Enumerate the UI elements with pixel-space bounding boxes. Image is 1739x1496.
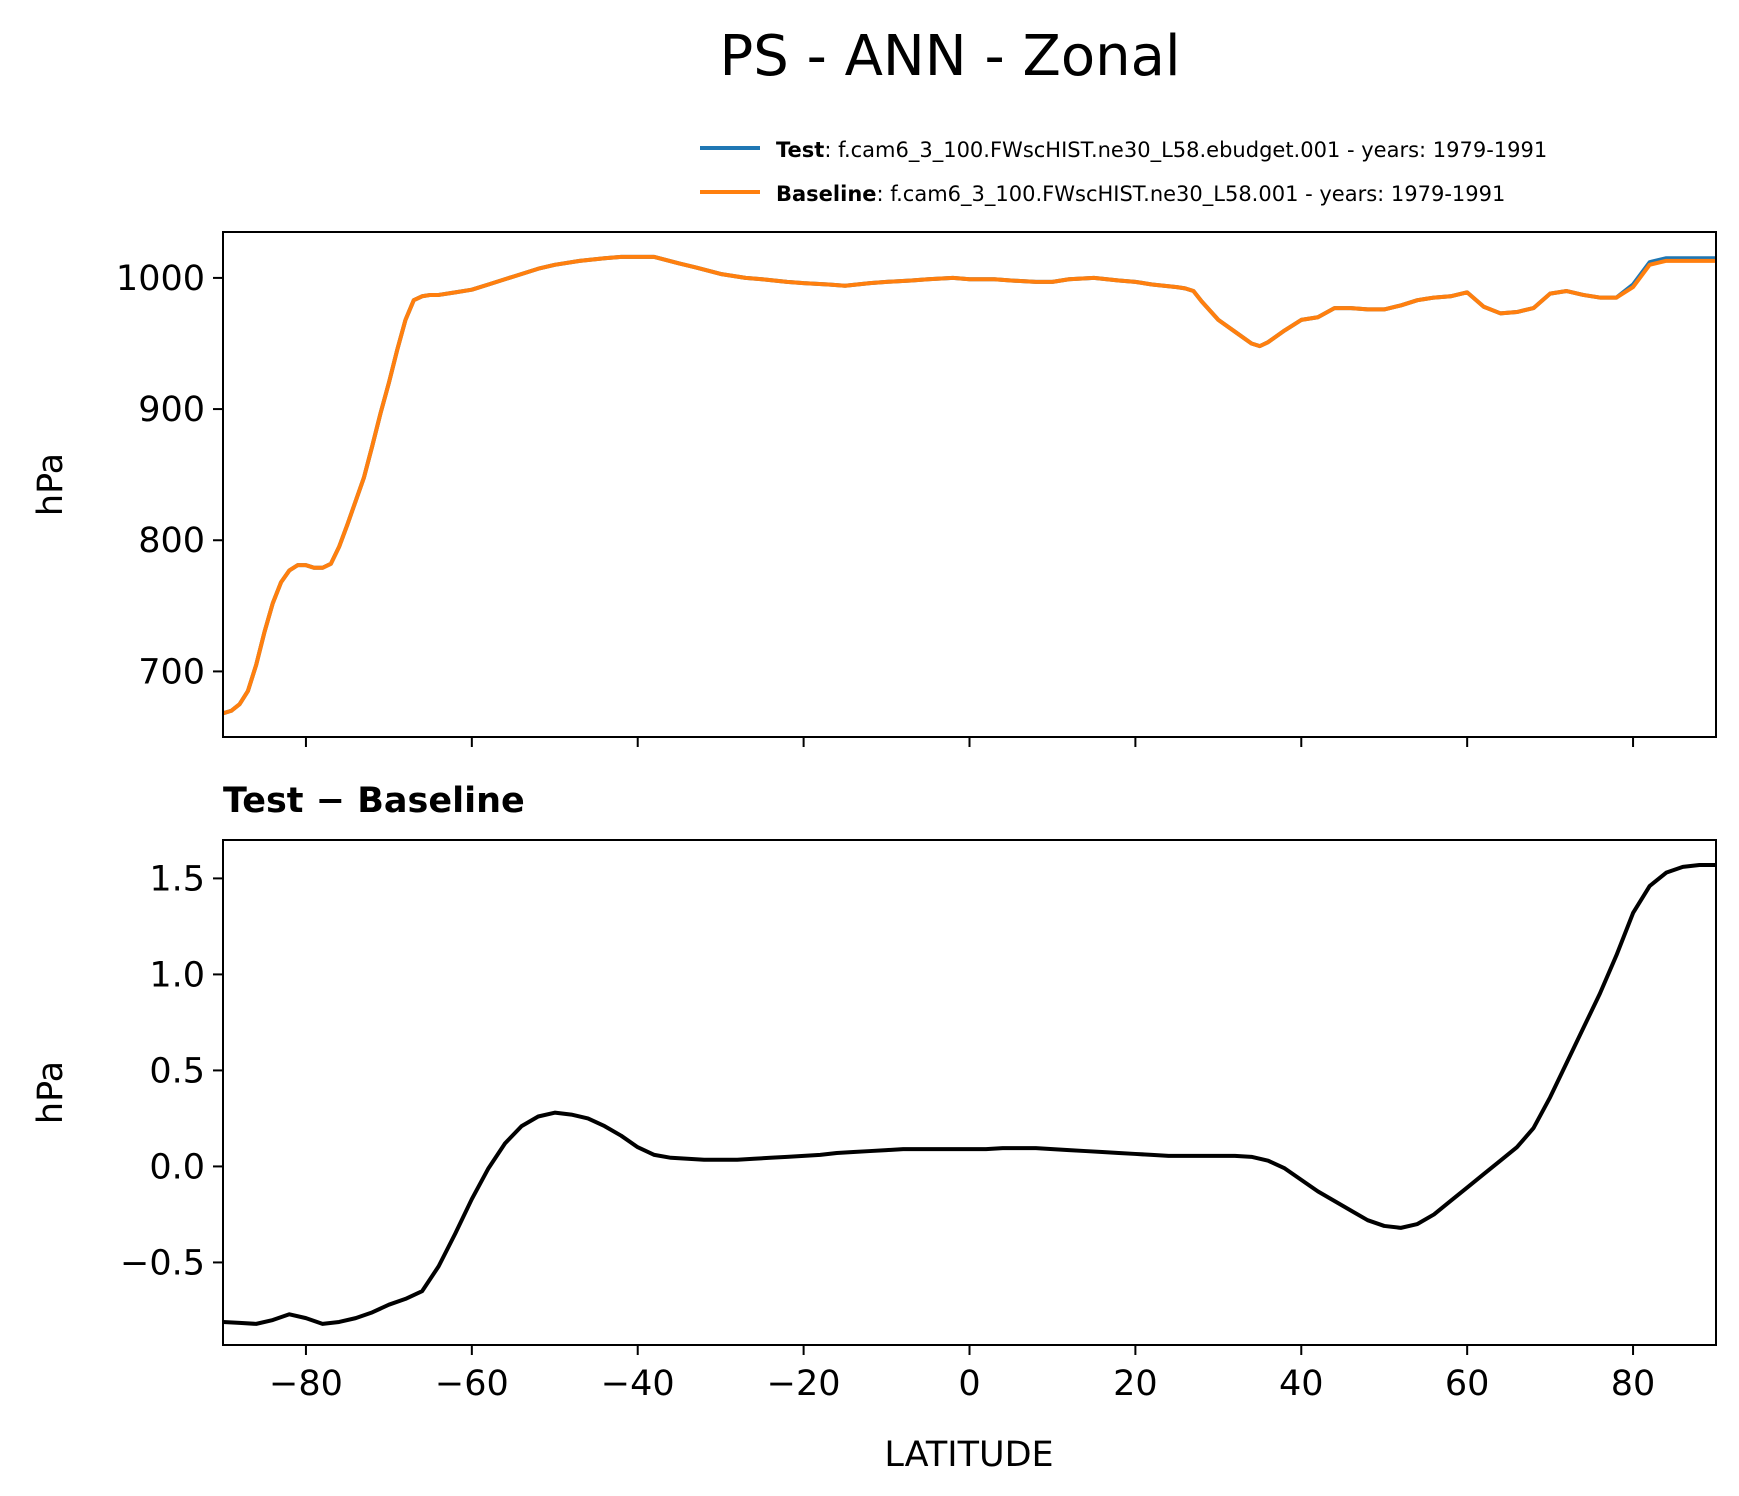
series-line-test (223, 254, 1716, 716)
figure-title: PS - ANN - Zonal (719, 24, 1180, 89)
x-tick-label: 20 (1113, 1364, 1158, 1404)
x-tick-label: −40 (601, 1364, 675, 1404)
x-tick-label: −20 (767, 1364, 841, 1404)
y-tick-label: 700 (138, 652, 205, 692)
legend-label-baseline-text: : f.cam6_3_100.FWscHIST.ne30_L58.001 - y… (877, 182, 1506, 207)
y-tick-label: 1.5 (149, 859, 205, 899)
series-line-baseline (223, 254, 1716, 716)
x-tick-label: 0 (958, 1364, 980, 1404)
y-tick-label: 0.5 (149, 1051, 205, 1091)
y-tick-label: 900 (138, 390, 205, 430)
bottom-panel: −0.5 0.0 0.5 1.0 1.5 −80 −60 −40 −20 0 20 40 60 80 hPa (31, 839, 1717, 1404)
axes-frame (222, 839, 1717, 1346)
series-line-difference (223, 862, 1716, 1326)
bottom-panel-title: Test − Baseline (223, 781, 525, 821)
y-axis-label: hPa (31, 453, 71, 516)
y-tick-label: 800 (138, 521, 205, 561)
x-tick-label: 60 (1445, 1364, 1490, 1404)
legend-label-test: Test: f.cam6_3_100.FWscHIST.ne30_L58.ebu… (776, 138, 1547, 163)
x-axis-label: LATITUDE (884, 1435, 1053, 1475)
y-tick-label: 1000 (116, 259, 205, 299)
x-tick-label: −80 (269, 1364, 343, 1404)
legend-label-baseline-bold: Baseline (776, 182, 877, 206)
legend: Test: f.cam6_3_100.FWscHIST.ne30_L58.ebu… (700, 138, 1547, 207)
legend-label-baseline: Baseline: f.cam6_3_100.FWscHIST.ne30_L58… (776, 182, 1505, 207)
y-tick-label: −0.5 (120, 1243, 205, 1283)
axes-frame (222, 231, 1717, 738)
y-axis-label: hPa (31, 1061, 71, 1124)
x-tick-label: 80 (1611, 1364, 1656, 1404)
legend-label-test-text: : f.cam6_3_100.FWscHIST.ne30_L58.ebudget… (824, 138, 1547, 163)
legend-label-test-bold: Test (776, 138, 824, 162)
y-tick-label: 1.0 (149, 955, 205, 995)
top-panel: 700 800 900 1000 hPa (31, 231, 1717, 747)
y-tick-label: 0.0 (149, 1147, 205, 1187)
x-tick-label: 40 (1279, 1364, 1324, 1404)
x-tick-label: −60 (435, 1364, 509, 1404)
